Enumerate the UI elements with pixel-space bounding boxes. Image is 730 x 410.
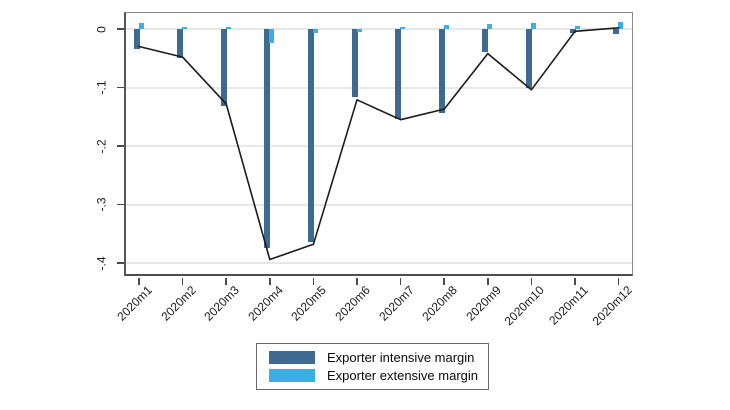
bar-extensive-2020m4 [269, 29, 275, 44]
legend-label-extensive: Exporter extensive margin [327, 368, 479, 383]
y-axis-tick [117, 145, 124, 147]
x-axis-tick [574, 278, 576, 285]
y-tick-label: 0 [94, 25, 109, 33]
bar-intensive-2020m2 [177, 29, 184, 59]
y-axis-tick [117, 262, 124, 264]
bar-intensive-2020m6 [351, 29, 358, 98]
bar-intensive-2020m7 [395, 29, 402, 120]
bar-extensive-2020m9 [487, 24, 493, 29]
legend-swatch-intensive [269, 351, 315, 364]
x-axis-tick [312, 278, 315, 285]
gridline [126, 28, 632, 30]
bar-extensive-2020m8 [443, 24, 449, 29]
gridline [126, 203, 632, 206]
x-axis-tick [399, 278, 402, 285]
x-axis-tick [138, 278, 140, 285]
x-axis-tick [225, 278, 227, 285]
bar-intensive-2020m3 [220, 29, 227, 107]
gridline [126, 145, 632, 147]
bar-extensive-2020m2 [182, 26, 188, 29]
gridline [126, 86, 632, 89]
legend: Exporter intensive margin Exporter exten… [256, 343, 489, 390]
bar-intensive-2020m1 [133, 29, 140, 50]
x-axis-tick [356, 278, 358, 285]
plot-border [124, 12, 633, 276]
x-axis-tick [443, 278, 445, 285]
bar-extensive-2020m10 [530, 23, 536, 29]
bar-intensive-2020m11 [569, 29, 576, 33]
y-axis-tick [117, 86, 124, 89]
y-tick-label: -.3 [94, 197, 109, 212]
bar-intensive-2020m4 [264, 29, 271, 249]
x-axis-tick [530, 278, 533, 285]
bar-extensive-2020m12 [618, 21, 624, 29]
bar-intensive-2020m5 [307, 29, 314, 242]
bar-extensive-2020m6 [356, 29, 362, 32]
x-axis-tick [617, 278, 620, 285]
bar-extensive-2020m11 [574, 26, 580, 29]
x-axis-tick [269, 278, 271, 285]
y-tick-label: -.4 [94, 256, 109, 271]
bar-intensive-2020m12 [613, 29, 620, 34]
legend-swatch-extensive [269, 369, 315, 382]
y-axis-tick [117, 203, 124, 206]
bar-extensive-2020m3 [225, 26, 231, 29]
y-tick-label: -.1 [94, 80, 109, 95]
bar-intensive-2020m10 [525, 29, 532, 89]
bar-extensive-2020m5 [312, 29, 318, 33]
bar-extensive-2020m7 [400, 26, 406, 29]
gridline [126, 262, 632, 264]
legend-label-intensive: Exporter intensive margin [327, 350, 475, 365]
y-axis-tick [117, 28, 124, 30]
bar-intensive-2020m9 [482, 29, 489, 53]
bar-extensive-2020m1 [138, 22, 144, 29]
bar-intensive-2020m8 [438, 29, 445, 114]
x-axis-tick [181, 278, 184, 285]
legend-item-intensive: Exporter intensive margin [269, 350, 478, 365]
x-axis-tick [487, 278, 489, 285]
legend-item-extensive: Exporter extensive margin [269, 368, 478, 383]
y-tick-label: -.2 [94, 139, 109, 154]
